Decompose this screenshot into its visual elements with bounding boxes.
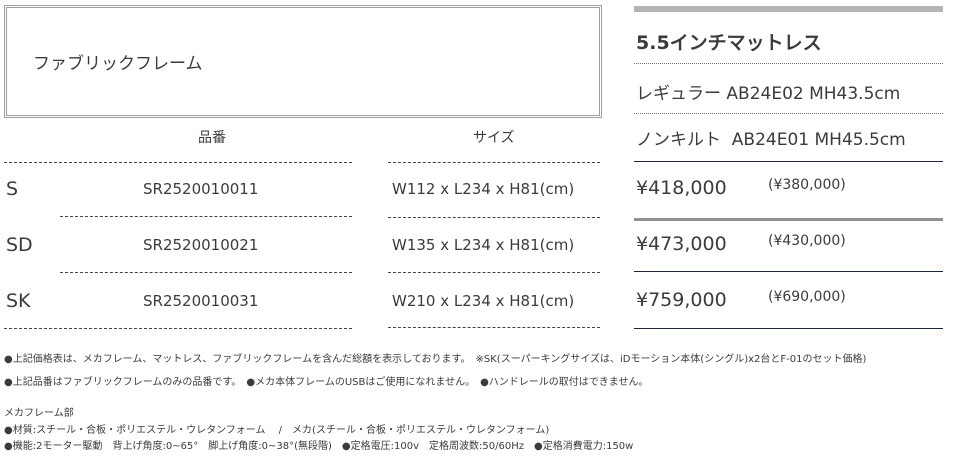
dimensions: W210 x L234 x H81(cm) bbox=[392, 292, 575, 310]
size-label: S bbox=[6, 178, 19, 200]
divider bbox=[60, 216, 352, 217]
mattress-nonquilt: ノンキルト AB24E01 MH45.5cm bbox=[636, 130, 906, 150]
divider bbox=[634, 63, 943, 64]
divider bbox=[634, 271, 943, 272]
product-code: SR2520010011 bbox=[143, 180, 259, 198]
price: ¥418,000 bbox=[636, 177, 727, 199]
price: ¥759,000 bbox=[636, 289, 727, 311]
divider bbox=[388, 162, 600, 163]
dimensions: W135 x L234 x H81(cm) bbox=[392, 236, 575, 254]
mattress-title: 5.5インチマットレス bbox=[636, 32, 822, 54]
dimensions: W112 x L234 x H81(cm) bbox=[392, 180, 575, 198]
price: ¥473,000 bbox=[636, 233, 727, 255]
note-line-1: ●上記価格表は、メカフレーム、マットレス、ファブリックフレームを含んだ総額を表示… bbox=[4, 354, 867, 365]
divider bbox=[388, 217, 600, 218]
mecha-material: ●材質:スチール・合板・ポリエステル・ウレタンフォーム / メカ(スチール・合板… bbox=[4, 425, 550, 436]
divider bbox=[634, 218, 943, 221]
frame-title-box bbox=[4, 5, 602, 118]
frame-title: ファブリックフレーム bbox=[33, 54, 203, 74]
mattress-header-bar bbox=[634, 6, 943, 12]
divider bbox=[634, 161, 943, 162]
price-excl-tax: (¥430,000) bbox=[768, 233, 846, 249]
price-excl-tax: (¥690,000) bbox=[768, 289, 846, 305]
mecha-function: ●機能:2モーター駆動 背上げ角度:0~65° 脚上げ角度:0~38°(無段階)… bbox=[4, 441, 634, 452]
divider bbox=[388, 272, 600, 273]
divider bbox=[4, 328, 352, 329]
header-size: サイズ bbox=[473, 130, 515, 146]
divider bbox=[388, 327, 600, 328]
header-code: 品番 bbox=[198, 130, 226, 146]
divider bbox=[4, 162, 352, 163]
mattress-regular: レギュラー AB24E02 MH43.5cm bbox=[636, 84, 901, 104]
divider bbox=[60, 272, 352, 273]
mecha-section-title: メカフレーム部 bbox=[4, 408, 74, 419]
size-label: SK bbox=[6, 290, 31, 312]
price-excl-tax: (¥380,000) bbox=[768, 177, 846, 193]
note-line-2: ●上記品番はファブリックフレームのみの品番です。 ●メカ本体フレームのUSBはご… bbox=[4, 377, 649, 388]
divider bbox=[634, 113, 943, 114]
product-code: SR2520010031 bbox=[143, 292, 259, 310]
divider bbox=[634, 328, 943, 329]
product-code: SR2520010021 bbox=[143, 236, 259, 254]
size-label: SD bbox=[6, 234, 33, 256]
